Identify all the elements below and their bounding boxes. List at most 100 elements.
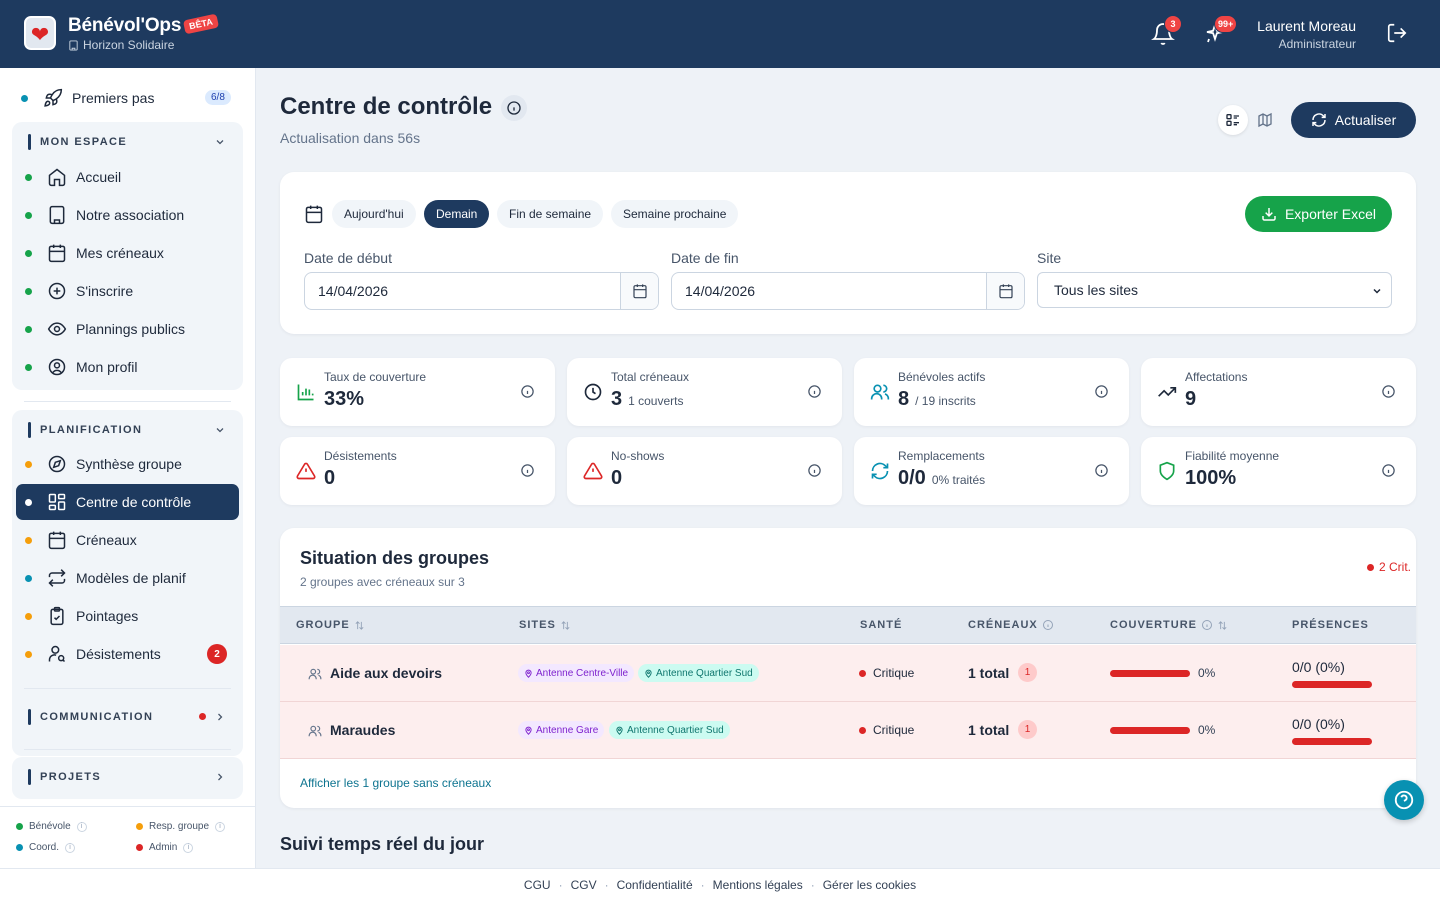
sidebar-item-mes-creneaux[interactable]: Mes créneaux — [16, 235, 239, 271]
section-title-projets[interactable]: PROJETS — [28, 767, 101, 787]
chevron-down-icon[interactable] — [214, 424, 226, 436]
refresh-icon — [871, 462, 889, 480]
info-icon[interactable] — [1381, 384, 1396, 399]
refresh-countdown: Actualisation dans 56s — [280, 130, 421, 146]
calendar-icon — [48, 244, 66, 263]
sidebar-item-modeles[interactable]: Modèles de planif — [16, 560, 239, 596]
sidebar-item-plannings-publics[interactable]: Plannings publics — [16, 311, 239, 347]
info-icon[interactable]: i — [183, 842, 194, 853]
title-info-button[interactable] — [501, 95, 527, 121]
end-date-field[interactable]: 14/04/2026 — [671, 272, 1025, 310]
refresh-button[interactable]: Actualiser — [1291, 102, 1416, 138]
chip-tomorrow[interactable]: Demain — [424, 200, 490, 228]
legend-resp: Resp. groupe i — [136, 821, 226, 832]
sidebar-item-association[interactable]: Notre association — [16, 197, 239, 233]
sidebar-item-mon-profil[interactable]: Mon profil — [16, 349, 239, 385]
sidebar-item-accueil[interactable]: Accueil — [16, 159, 239, 195]
bell-button[interactable] — [1151, 22, 1175, 46]
group-name[interactable]: Maraudes — [330, 722, 396, 738]
sidebar-item-desistements[interactable]: Désistements — [16, 636, 239, 672]
presence-value: 0/0 (0%) — [1292, 716, 1345, 732]
chip-next-week[interactable]: Semaine prochaine — [611, 200, 739, 228]
download-icon — [1262, 208, 1276, 221]
chip-today[interactable]: Aujourd'hui — [332, 200, 416, 228]
info-icon — [507, 101, 521, 115]
col-couverture[interactable]: COUVERTURE — [1110, 619, 1228, 631]
sidebar-item-premiers-pas[interactable]: Premiers pas — [12, 80, 235, 116]
role-dot — [25, 612, 32, 620]
plus-circle-icon — [48, 282, 66, 300]
start-date-field[interactable]: 14/04/2026 — [304, 272, 659, 310]
info-icon[interactable]: i — [76, 821, 87, 832]
footer-link-cgv[interactable]: CGV — [570, 877, 597, 892]
info-icon[interactable] — [1042, 619, 1054, 631]
section-title-communication[interactable]: COMMUNICATION — [28, 707, 153, 727]
info-icon[interactable] — [520, 463, 535, 478]
chevron-right-icon[interactable] — [214, 711, 226, 723]
info-icon[interactable] — [807, 463, 822, 478]
site-select[interactable]: Tous les sites — [1037, 272, 1392, 308]
role-dot — [25, 460, 32, 468]
info-icon[interactable]: i — [65, 842, 76, 853]
presence-bar — [1292, 738, 1372, 745]
compass-icon — [48, 455, 66, 473]
map-pin-icon — [525, 669, 532, 678]
map-view-button[interactable] — [1250, 105, 1280, 135]
user-name[interactable]: Laurent Moreau — [1257, 18, 1356, 34]
app-name: Bénévol'Ops — [68, 15, 182, 36]
info-icon[interactable] — [520, 384, 535, 399]
sidebar-item-pointages[interactable]: Pointages — [16, 598, 239, 634]
info-icon[interactable] — [807, 384, 822, 399]
list-view-button[interactable] — [1218, 105, 1248, 135]
site-tag: Antenne Centre-Ville — [518, 664, 635, 682]
presence-bar — [1292, 681, 1372, 688]
app-logo[interactable]: ❤ — [24, 16, 56, 50]
footer-link-privacy[interactable]: Confidentialité — [616, 877, 693, 892]
calendar-icon — [305, 205, 323, 224]
help-button[interactable] — [1384, 780, 1424, 820]
info-icon[interactable] — [1094, 463, 1109, 478]
chip-weekend[interactable]: Fin de semaine — [497, 200, 604, 228]
notif-badge: 3 — [1164, 15, 1182, 33]
clipboard-icon — [50, 606, 64, 626]
footer-link-cookies[interactable]: Gérer les cookies — [822, 877, 917, 892]
building-icon — [69, 39, 78, 51]
info-icon[interactable] — [1381, 463, 1396, 478]
stat-withdrawals: Désistements 0 — [280, 437, 555, 505]
section-bar — [28, 422, 31, 438]
info-icon[interactable]: i — [215, 821, 226, 832]
calendar-picker-button[interactable] — [986, 273, 1024, 309]
section-title-mon-espace[interactable]: MON ESPACE — [28, 132, 127, 152]
group-projets[interactable] — [12, 757, 243, 799]
group-name[interactable]: Aide aux devoirs — [330, 665, 443, 681]
table-header: GROUPE SITES SANTÉ CRÉNEAUX COUVERTURE P… — [280, 606, 1416, 644]
calendar-icon — [632, 284, 647, 299]
sidebar-item-synthese-groupe[interactable]: Synthèse groupe — [16, 446, 239, 482]
footer-link-cgu[interactable]: CGU — [523, 877, 551, 892]
warning-icon — [583, 462, 603, 480]
col-groupe[interactable]: GROUPE — [296, 619, 365, 631]
table-row[interactable]: Aide aux devoirs Antenne Centre-Ville An… — [280, 645, 1416, 702]
sidebar-item-creneaux[interactable]: Créneaux — [16, 522, 239, 558]
sidebar-item-centre-controle[interactable]: Centre de contrôle — [16, 484, 239, 520]
coverage-bar — [1110, 727, 1190, 734]
legend-coord: Coord. i — [16, 842, 76, 853]
footer: CGU · CGV · Confidentialité · Mentions léga… — [0, 868, 1440, 900]
coverage-percent: 0% — [1198, 666, 1216, 680]
chevron-down-icon[interactable] — [214, 136, 226, 148]
show-groups-without-slots-link[interactable]: Afficher les 1 groupe sans créneaux — [300, 776, 492, 790]
desistements-count-badge: 2 — [207, 644, 227, 664]
section-title-planification[interactable]: PLANIFICATION — [28, 420, 142, 440]
legend-dot — [136, 844, 143, 851]
info-icon[interactable] — [1201, 619, 1213, 631]
table-row[interactable]: Maraudes Antenne Gare Antenne Quartier S… — [280, 702, 1416, 759]
list-view-icon — [1226, 114, 1239, 126]
calendar-picker-button[interactable] — [620, 273, 658, 309]
footer-link-legal[interactable]: Mentions légales — [712, 877, 803, 892]
export-excel-button[interactable]: Exporter Excel — [1245, 196, 1392, 232]
chevron-right-icon[interactable] — [214, 771, 226, 783]
sidebar-item-inscrire[interactable]: S'inscrire — [16, 273, 239, 309]
logout-button[interactable] — [1386, 22, 1410, 46]
col-sites[interactable]: SITES — [519, 619, 571, 631]
info-icon[interactable] — [1094, 384, 1109, 399]
